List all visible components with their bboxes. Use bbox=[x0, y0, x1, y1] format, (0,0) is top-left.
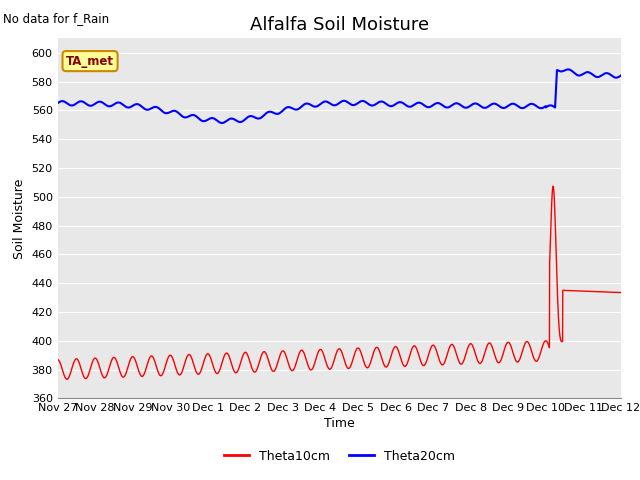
Y-axis label: Soil Moisture: Soil Moisture bbox=[13, 178, 26, 259]
Legend: Theta10cm, Theta20cm: Theta10cm, Theta20cm bbox=[219, 445, 460, 468]
Title: Alfalfa Soil Moisture: Alfalfa Soil Moisture bbox=[250, 16, 429, 34]
Text: No data for f_Rain: No data for f_Rain bbox=[3, 12, 109, 25]
X-axis label: Time: Time bbox=[324, 418, 355, 431]
Text: TA_met: TA_met bbox=[66, 55, 114, 68]
